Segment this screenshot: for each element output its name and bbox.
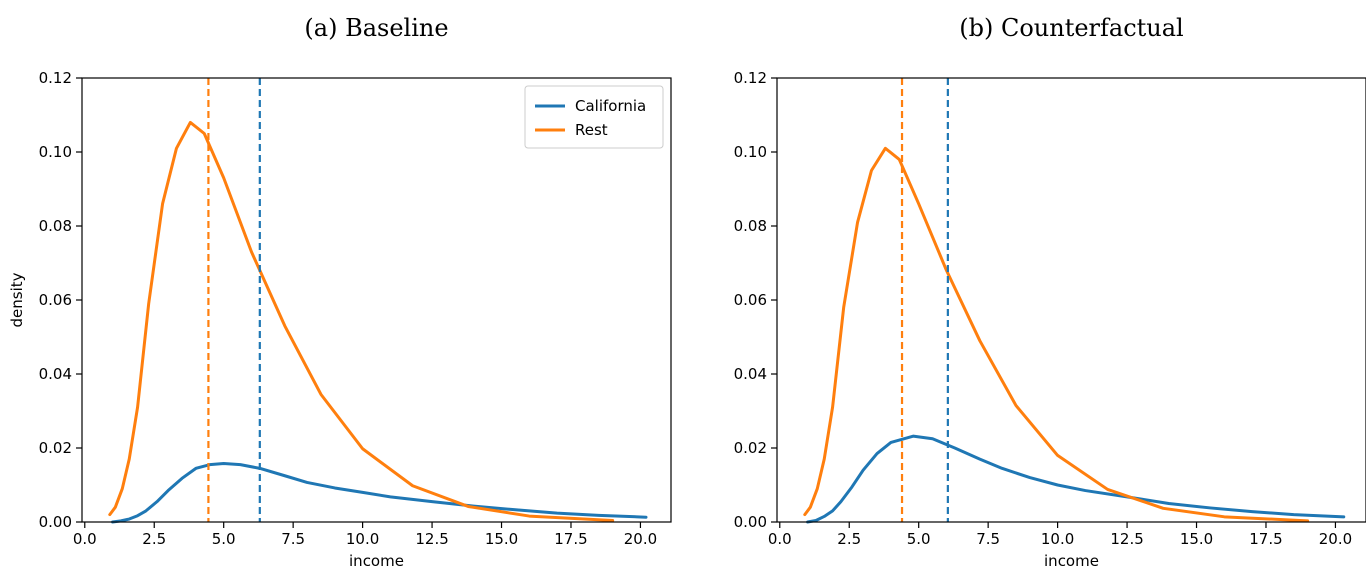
x-tick-label: 12.5	[1110, 530, 1143, 548]
series-line-california	[806, 434, 1346, 524]
y-tick-label: 0.10	[734, 143, 767, 161]
plot-frame	[776, 77, 1366, 523]
x-tick-label: 15.0	[485, 530, 518, 548]
series-line-rest	[803, 146, 1310, 523]
x-tick-label: 17.5	[554, 530, 587, 548]
x-tick-label: 15.0	[1180, 530, 1213, 548]
series-line-california	[111, 462, 648, 524]
legend-label-california: California	[575, 97, 646, 115]
series-line-rest	[108, 120, 615, 523]
legend: California Rest	[524, 85, 664, 149]
legend-label-rest: Rest	[575, 121, 608, 139]
chart-title: (a) Baseline	[304, 14, 448, 42]
x-tick-label: 20.0	[624, 530, 657, 548]
x-tick-label: 20.0	[1319, 530, 1352, 548]
y-tick-label: 0.04	[39, 365, 72, 383]
x-axis-label: income	[349, 552, 404, 570]
y-tick-label: 0.12	[39, 69, 72, 87]
chart-title: (b) Counterfactual	[959, 14, 1183, 42]
x-tick-label: 2.5	[142, 530, 166, 548]
x-tick-label: 0.0	[768, 530, 792, 548]
chart-panel-2: (b) Counterfactual 0.0 2.5 5.0 7.5 10.0 12.5 15…	[734, 14, 1366, 570]
y-tick-label: 0.02	[734, 439, 767, 457]
x-tick-label: 7.5	[281, 530, 305, 548]
x-tick-label: 5.0	[212, 530, 236, 548]
legend-box	[524, 85, 664, 149]
x-tick-label: 7.5	[976, 530, 1000, 548]
y-axis-label: density	[8, 272, 26, 327]
x-tick-label: 17.5	[1249, 530, 1282, 548]
x-tick-label: 12.5	[415, 530, 448, 548]
x-axis-label: income	[1044, 552, 1099, 570]
x-tick-label: 5.0	[907, 530, 931, 548]
y-tick-label: 0.04	[734, 365, 767, 383]
x-tick-label: 2.5	[837, 530, 861, 548]
y-tick-label: 0.00	[734, 513, 767, 531]
y-tick-label: 0.06	[734, 291, 767, 309]
y-tick-label: 0.08	[39, 217, 72, 235]
y-tick-label: 0.08	[734, 217, 767, 235]
y-tick-label: 0.10	[39, 143, 72, 161]
x-tick-label: 10.0	[1041, 530, 1074, 548]
y-tick-label: 0.12	[734, 69, 767, 87]
y-tick-label: 0.06	[39, 291, 72, 309]
x-tick-label: 0.0	[73, 530, 97, 548]
y-tick-label: 0.00	[39, 513, 72, 531]
x-tick-label: 10.0	[346, 530, 379, 548]
chart-panel-1: (a) Baseline 0.0 2.5 5.0 7.5 10.0 12.5 15.0 17.5…	[8, 14, 672, 570]
y-tick-label: 0.02	[39, 439, 72, 457]
